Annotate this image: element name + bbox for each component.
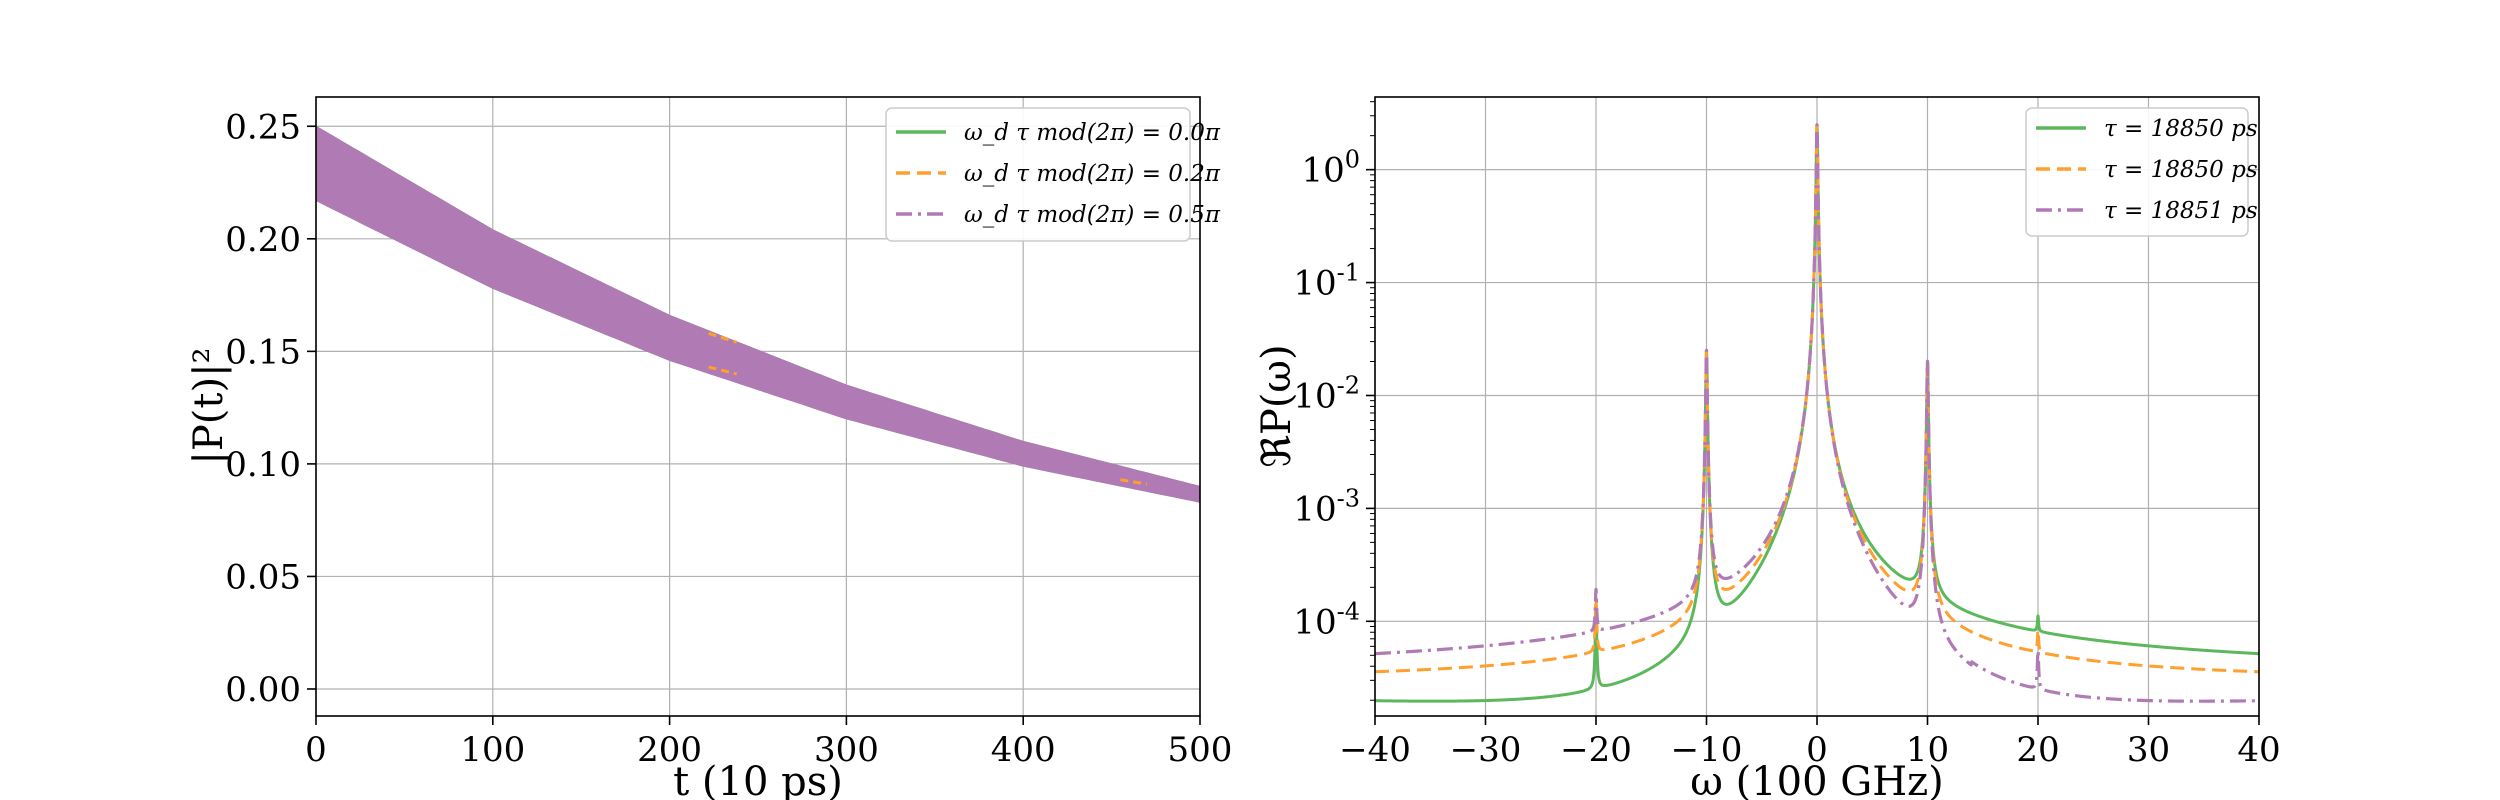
right-x-tick-label: −20 bbox=[1560, 730, 1632, 770]
right-y-tick-label: 10-3 bbox=[1293, 484, 1360, 529]
left-series-orange-segment bbox=[1120, 478, 1148, 486]
right-x-tick-label: −40 bbox=[1339, 730, 1411, 770]
left-x-tick-label: 400 bbox=[991, 730, 1056, 770]
right-marks bbox=[1373, 123, 2261, 703]
left-x-tick-label: 500 bbox=[1168, 730, 1233, 770]
left-series-orange-segment bbox=[708, 365, 738, 376]
left-y-tick-label: 0.15 bbox=[225, 332, 301, 372]
right-ticks: −40 −30 −20 −10 0 10 20 30 40 100 10-1 10-2 10-3 10-4 bbox=[1293, 101, 2281, 770]
right-y-tick-label: 100 bbox=[1301, 146, 1360, 191]
left-legend-label-1: ω_d τ mod(2π) = 0.0π bbox=[964, 120, 1221, 146]
left-x-tick-label: 100 bbox=[460, 730, 525, 770]
right-x-tick-label: 10 bbox=[1906, 730, 1949, 770]
left-y-tick-label: 0.05 bbox=[225, 557, 301, 597]
left-x-tick-label: 200 bbox=[637, 730, 702, 770]
left-x-tick-label: 300 bbox=[814, 730, 879, 770]
right-legend-label-1: τ = 18850 ps bbox=[2104, 116, 2258, 142]
left-y-tick-label: 0.25 bbox=[225, 107, 301, 147]
left-y-tick-label: 0.20 bbox=[225, 220, 301, 260]
right-x-tick-label: 0 bbox=[1806, 730, 1828, 770]
right-legend-box bbox=[2025, 107, 2249, 237]
left-chart: 0 100 200 300 400 500 0.00 0.05 0.10 0.15 0.20 0.25… bbox=[186, 96, 1232, 800]
right-series-line-3 bbox=[1373, 123, 2261, 703]
left-y-tick-label: 0.10 bbox=[225, 445, 301, 485]
left-plot-frame bbox=[315, 96, 1201, 717]
right-x-tick-label: −10 bbox=[1671, 730, 1743, 770]
right-legend-label-3: τ = 18851 ps bbox=[2104, 198, 2258, 224]
left-legend-label-2: ω_d τ mod(2π) = 0.2π bbox=[964, 161, 1221, 187]
right-legend-label-2: τ = 18850 ps bbox=[2104, 157, 2258, 183]
right-x-tick-label: 40 bbox=[2237, 730, 2280, 770]
right-x-tick-label: −30 bbox=[1450, 730, 1522, 770]
left-y-axis-label: |P(t)|² bbox=[186, 347, 232, 464]
right-legend: τ = 18850 ps τ = 18850 ps τ = 18851 ps bbox=[2025, 107, 2258, 237]
right-x-tick-label: 30 bbox=[2127, 730, 2170, 770]
left-x-tick-label: 0 bbox=[305, 730, 327, 770]
right-y-axis-label: ℜP(ω) bbox=[1254, 344, 1300, 467]
left-ticks: 0 100 200 300 400 500 0.00 0.05 0.10 0.15 0.20 0.25 bbox=[225, 107, 1232, 770]
right-y-tick-label: 10-2 bbox=[1293, 371, 1360, 416]
right-x-tick-label: 20 bbox=[2016, 730, 2059, 770]
right-y-tick-label: 10-4 bbox=[1293, 597, 1360, 642]
right-x-axis-label: ω (100 GHz) bbox=[1690, 759, 1944, 800]
left-series-orange-segment bbox=[708, 331, 738, 344]
left-legend-label-3: ω_d τ mod(2π) = 0.5π bbox=[964, 202, 1221, 228]
left-legend: ω_d τ mod(2π) = 0.0π ω_d τ mod(2π) = 0.2… bbox=[885, 107, 1221, 242]
left-x-axis-label: t (10 ps) bbox=[673, 759, 843, 800]
left-legend-box bbox=[885, 107, 1191, 242]
right-chart: −40 −30 −20 −10 0 10 20 30 40 100 10-1 10-2 10-3 10-4… bbox=[1254, 96, 2281, 800]
right-y-tick-label: 10-1 bbox=[1293, 259, 1360, 304]
left-y-tick-label: 0.00 bbox=[225, 670, 301, 710]
